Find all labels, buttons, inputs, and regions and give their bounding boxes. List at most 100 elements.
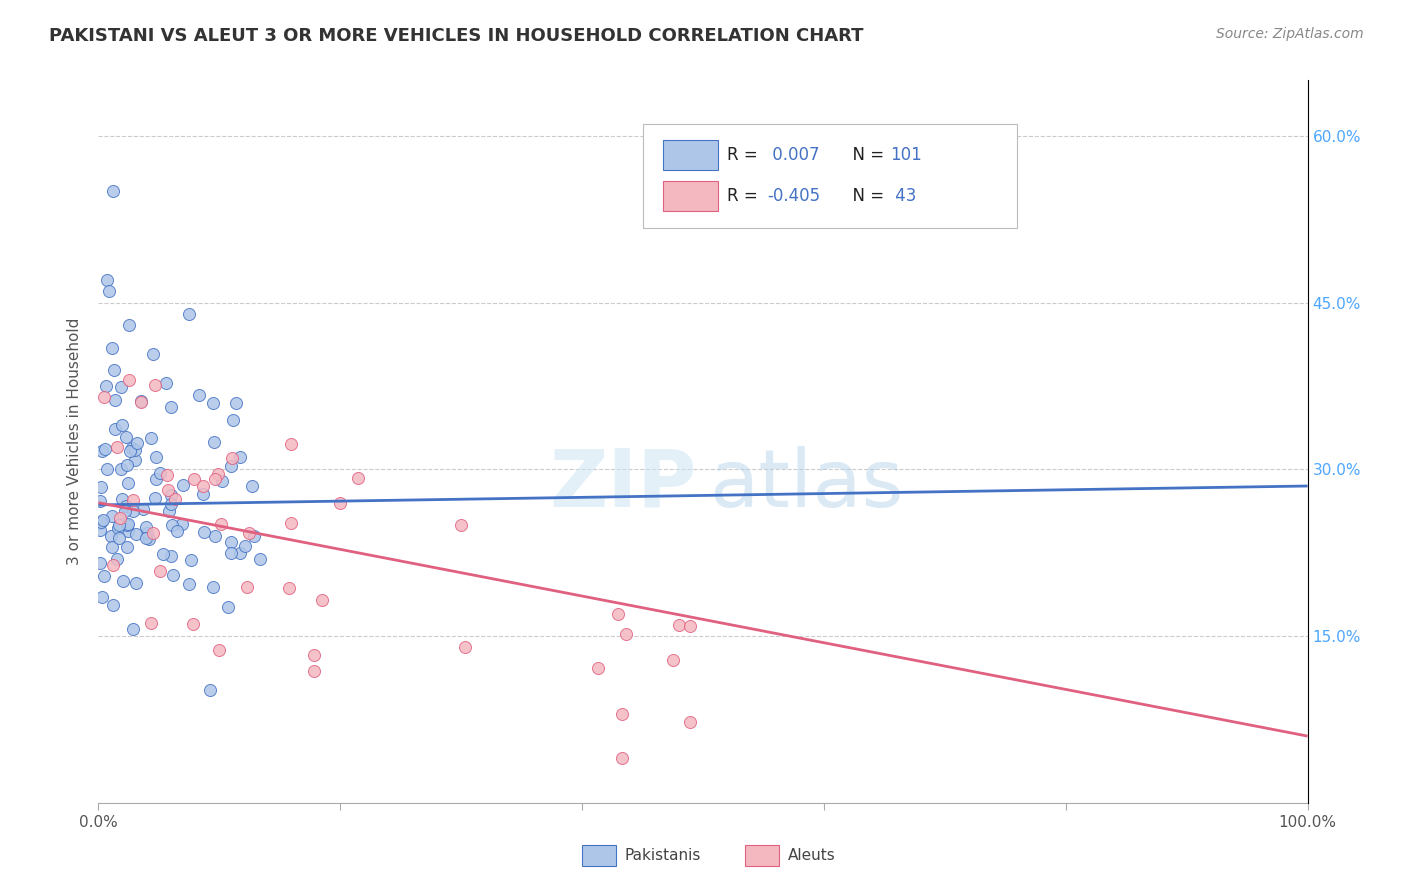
Point bbox=[101, 185, 124, 199]
Point bbox=[152, 547, 174, 561]
Bar bbox=[745, 845, 779, 866]
Point bbox=[101, 598, 124, 612]
Point bbox=[280, 436, 302, 450]
Point bbox=[304, 664, 326, 678]
Point bbox=[104, 422, 127, 436]
Point bbox=[96, 462, 118, 476]
Point bbox=[98, 285, 121, 299]
Point bbox=[179, 307, 201, 321]
Point bbox=[156, 467, 179, 482]
Text: 43: 43 bbox=[890, 187, 917, 205]
Text: R =: R = bbox=[727, 145, 763, 164]
Point bbox=[89, 523, 111, 537]
Point bbox=[117, 517, 139, 532]
Point bbox=[110, 380, 132, 394]
Point bbox=[668, 618, 690, 632]
Y-axis label: 3 or more Vehicles in Household: 3 or more Vehicles in Household bbox=[67, 318, 83, 566]
Point bbox=[91, 591, 114, 605]
Point bbox=[141, 615, 163, 630]
Point bbox=[145, 472, 167, 486]
Point bbox=[115, 430, 138, 444]
Point bbox=[104, 393, 127, 408]
Point bbox=[118, 318, 141, 332]
Point bbox=[662, 652, 685, 666]
Point bbox=[586, 660, 609, 674]
Point bbox=[217, 600, 239, 615]
Point bbox=[101, 541, 124, 555]
Point bbox=[249, 552, 271, 566]
Point bbox=[160, 400, 183, 414]
Point bbox=[242, 529, 264, 543]
Point bbox=[187, 388, 209, 402]
Point bbox=[132, 502, 155, 516]
Point bbox=[139, 431, 162, 445]
Point bbox=[125, 435, 148, 450]
Text: N =: N = bbox=[842, 145, 890, 164]
Point bbox=[94, 379, 117, 393]
Text: Source: ZipAtlas.com: Source: ZipAtlas.com bbox=[1216, 27, 1364, 41]
Point bbox=[162, 568, 184, 582]
Point bbox=[160, 549, 183, 564]
Point bbox=[142, 525, 165, 540]
Text: ZIP: ZIP bbox=[550, 446, 697, 524]
Point bbox=[120, 444, 142, 458]
Point bbox=[149, 467, 172, 481]
Point bbox=[89, 556, 111, 570]
Point bbox=[202, 434, 225, 449]
Point bbox=[117, 524, 139, 538]
Point bbox=[159, 488, 181, 502]
Point bbox=[124, 452, 146, 467]
Point bbox=[90, 515, 112, 529]
Point bbox=[610, 750, 633, 764]
Point bbox=[129, 394, 152, 409]
Point bbox=[346, 471, 368, 485]
Point bbox=[122, 504, 145, 518]
Point bbox=[105, 551, 128, 566]
Point bbox=[115, 517, 138, 532]
Point bbox=[89, 494, 111, 508]
Text: 101: 101 bbox=[890, 145, 922, 164]
Point bbox=[233, 540, 256, 554]
Point bbox=[228, 546, 250, 560]
Point bbox=[108, 510, 131, 524]
Point bbox=[222, 413, 245, 427]
Point bbox=[204, 472, 226, 486]
Point bbox=[145, 450, 167, 464]
Point bbox=[111, 492, 134, 507]
Point bbox=[96, 273, 118, 287]
Point bbox=[93, 568, 115, 582]
Point bbox=[122, 492, 145, 507]
Point bbox=[117, 540, 139, 554]
Point bbox=[170, 516, 193, 531]
Point bbox=[211, 474, 233, 488]
Point bbox=[160, 497, 183, 511]
Point bbox=[607, 607, 630, 621]
Text: 0.007: 0.007 bbox=[768, 145, 820, 164]
Point bbox=[225, 396, 247, 410]
Point bbox=[238, 526, 260, 541]
Point bbox=[101, 508, 124, 523]
Point bbox=[612, 706, 634, 721]
Point bbox=[679, 618, 702, 632]
Point bbox=[209, 516, 232, 531]
Point bbox=[142, 347, 165, 361]
Point bbox=[166, 524, 188, 538]
Point bbox=[278, 581, 301, 595]
Point bbox=[180, 553, 202, 567]
Point bbox=[93, 390, 115, 404]
Point bbox=[94, 442, 117, 457]
Text: N =: N = bbox=[842, 187, 890, 205]
Point bbox=[114, 504, 136, 518]
Point bbox=[108, 531, 131, 545]
Point bbox=[143, 378, 166, 392]
Point bbox=[450, 517, 472, 532]
Point bbox=[91, 444, 114, 458]
Point bbox=[135, 520, 157, 534]
Bar bbox=[582, 845, 616, 866]
Text: Aleuts: Aleuts bbox=[787, 848, 835, 863]
Bar bbox=[664, 139, 717, 169]
Point bbox=[110, 517, 132, 532]
Point bbox=[679, 715, 702, 730]
Point bbox=[143, 491, 166, 506]
Point bbox=[110, 462, 132, 476]
